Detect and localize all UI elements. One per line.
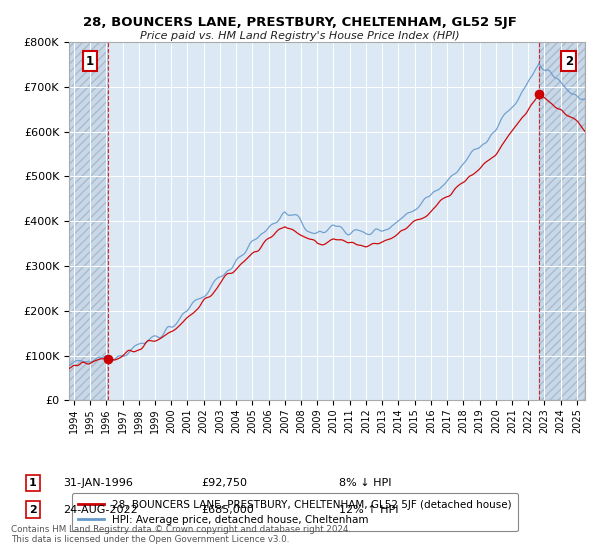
Text: 1: 1 — [29, 478, 37, 488]
Text: Price paid vs. HM Land Registry's House Price Index (HPI): Price paid vs. HM Land Registry's House … — [140, 31, 460, 41]
Text: 24-AUG-2022: 24-AUG-2022 — [63, 505, 138, 515]
Text: 28, BOUNCERS LANE, PRESTBURY, CHELTENHAM, GL52 5JF: 28, BOUNCERS LANE, PRESTBURY, CHELTENHAM… — [83, 16, 517, 29]
Text: Contains HM Land Registry data © Crown copyright and database right 2024.
This d: Contains HM Land Registry data © Crown c… — [11, 525, 351, 544]
Text: 12% ↑ HPI: 12% ↑ HPI — [339, 505, 398, 515]
Text: 1: 1 — [86, 55, 94, 68]
Text: 31-JAN-1996: 31-JAN-1996 — [63, 478, 133, 488]
Text: 8% ↓ HPI: 8% ↓ HPI — [339, 478, 391, 488]
Legend: 28, BOUNCERS LANE, PRESTBURY, CHELTENHAM, GL52 5JF (detached house), HPI: Averag: 28, BOUNCERS LANE, PRESTBURY, CHELTENHAM… — [71, 493, 518, 531]
Bar — [539, 42, 585, 400]
Text: £92,750: £92,750 — [201, 478, 247, 488]
Text: 2: 2 — [29, 505, 37, 515]
Text: £685,000: £685,000 — [201, 505, 254, 515]
Text: 2: 2 — [565, 55, 573, 68]
Bar — [69, 42, 107, 400]
